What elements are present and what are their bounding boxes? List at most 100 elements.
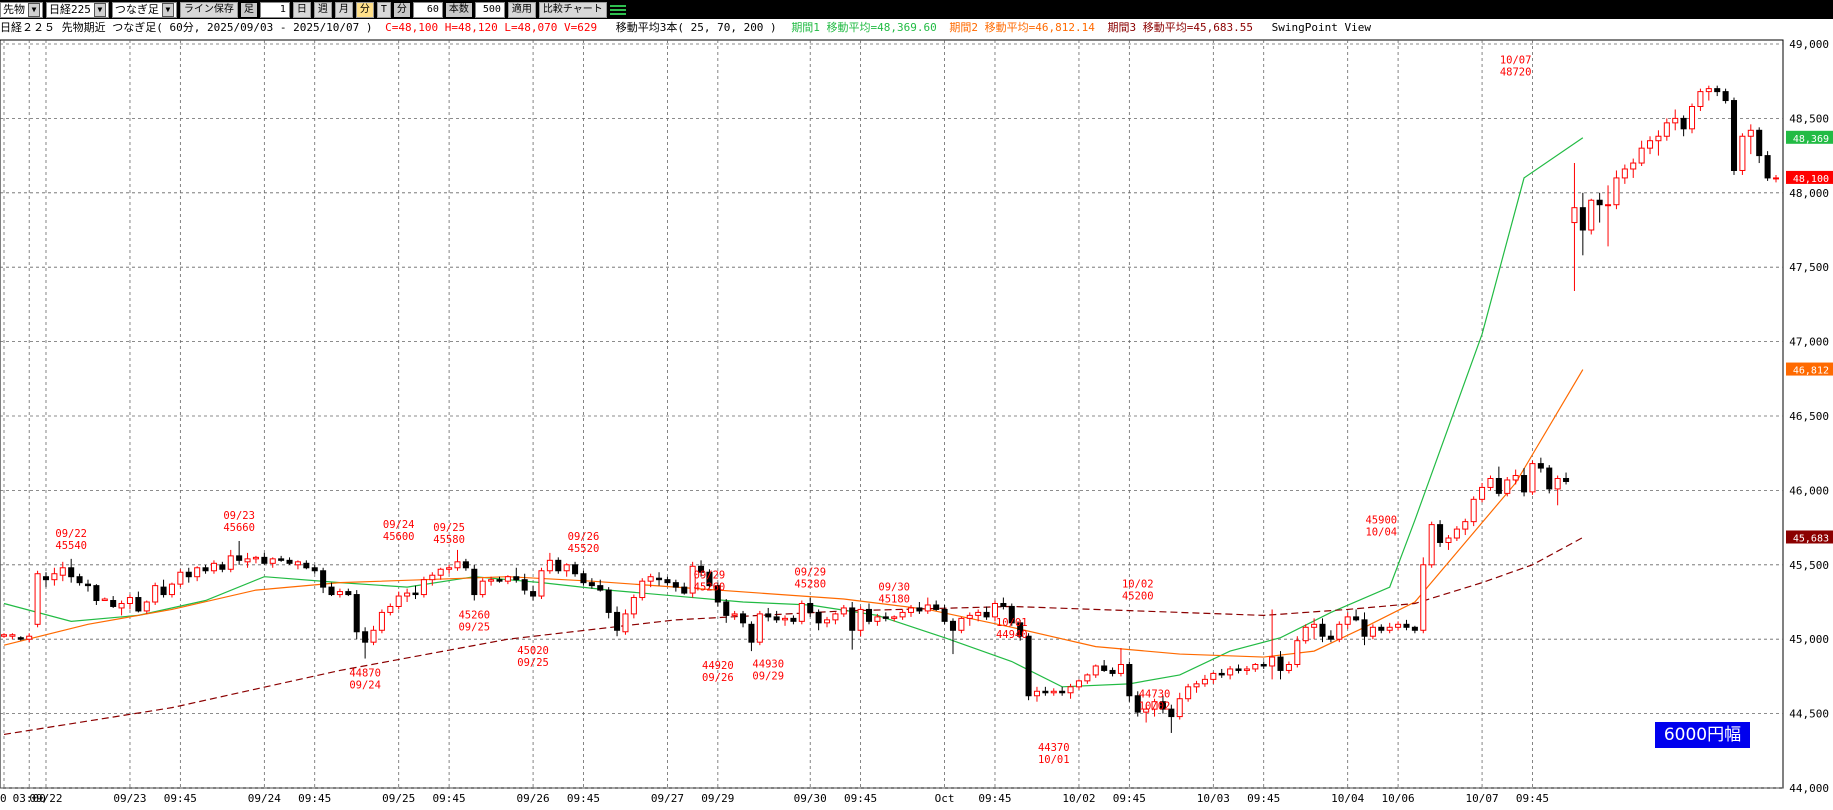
candle — [1588, 198, 1595, 235]
candle-body — [555, 559, 562, 572]
symbol-select[interactable]: 日経225 ▼ — [46, 1, 109, 18]
candle-body — [924, 604, 931, 612]
swing-date-label: 10/02 — [1122, 578, 1154, 590]
swing-point-labels: 09/224554009/23456604487009/2409/2445600… — [55, 55, 1531, 766]
market-select[interactable]: 先物 ▼ — [0, 1, 43, 18]
candle — [1302, 624, 1309, 644]
y-tick-label: 45,500 — [1789, 559, 1829, 572]
candle — [1756, 127, 1763, 164]
candle — [1546, 465, 1553, 494]
compare-chart-button[interactable]: 比較チャート — [538, 1, 607, 18]
price-marker — [1786, 530, 1833, 544]
candle-body — [714, 585, 721, 603]
candle — [488, 576, 495, 586]
candle-body — [1050, 690, 1057, 694]
candle — [34, 570, 41, 628]
x-tick-label: 03:00 — [13, 792, 46, 805]
candle-body — [1739, 135, 1746, 171]
x-tick-label: 09/23 — [113, 792, 146, 805]
candle — [1025, 633, 1032, 701]
candle — [1663, 118, 1670, 141]
candle — [152, 582, 159, 605]
candle — [622, 609, 629, 635]
symbol-select-value: 日経225 — [49, 2, 91, 16]
candle — [1201, 674, 1208, 687]
candle-body — [269, 558, 276, 564]
candle-body — [1210, 672, 1217, 680]
candle — [1143, 704, 1150, 723]
candle-body — [479, 580, 486, 596]
candle — [1252, 663, 1259, 672]
candle-body — [681, 586, 688, 594]
candle — [84, 579, 92, 592]
period-minute-button[interactable]: 分 — [355, 1, 374, 18]
candle — [740, 610, 747, 628]
candle-body — [1017, 622, 1024, 637]
x-tick-label: 0 — [0, 792, 7, 805]
candle-body — [1269, 656, 1276, 667]
candle — [160, 579, 167, 598]
chart-lines-icon[interactable] — [609, 3, 626, 17]
candle — [949, 618, 957, 655]
candle-body — [941, 608, 948, 622]
candle — [1067, 683, 1074, 699]
candle-body — [1605, 204, 1612, 207]
candle — [1638, 140, 1645, 167]
candle — [219, 561, 226, 573]
period-week-button[interactable]: 週 — [313, 1, 332, 18]
candle — [933, 600, 940, 611]
candle — [194, 566, 201, 582]
swing-date-label: 09/26 — [568, 531, 600, 543]
candle — [1428, 521, 1435, 568]
candle-body — [1529, 463, 1536, 493]
apply-button[interactable]: 適用 — [507, 1, 536, 18]
line-save-button[interactable]: ライン保存 — [179, 1, 238, 18]
candle-body — [521, 579, 528, 591]
candle-body — [1311, 623, 1318, 628]
candle — [1218, 668, 1225, 678]
candle — [1420, 557, 1427, 634]
candle-body — [1554, 477, 1561, 490]
x-tick-label: 09:45 — [1247, 792, 1280, 805]
bar-type-select[interactable]: つなぎ足 ▼ — [111, 1, 177, 18]
count-input[interactable]: 500 — [474, 1, 505, 18]
candle — [765, 607, 772, 622]
candle-body — [294, 561, 301, 566]
candle-body — [1479, 486, 1486, 500]
candle — [437, 567, 444, 580]
period-month-button[interactable]: 月 — [334, 1, 353, 18]
period-day-button[interactable]: 日 — [292, 1, 311, 18]
candle-body — [1168, 708, 1175, 718]
ashi-input[interactable]: 1 — [259, 1, 290, 18]
candle-body — [194, 567, 201, 578]
candle — [647, 573, 654, 588]
candle — [294, 560, 301, 570]
candle-body — [1672, 117, 1679, 124]
candle-body — [840, 607, 847, 615]
candle — [471, 564, 478, 601]
candle-body — [286, 559, 293, 564]
candle — [832, 612, 839, 625]
minutes-input[interactable]: 60 — [412, 1, 443, 18]
candle-body — [420, 579, 427, 596]
period-tick-button[interactable]: T — [376, 1, 391, 18]
swing-point-toggle[interactable]: SwingPoint View — [1271, 21, 1371, 34]
candle — [1075, 679, 1082, 690]
y-tick-label: 46,500 — [1789, 410, 1829, 423]
candle-body — [907, 607, 915, 613]
candle — [236, 540, 243, 565]
candle — [1512, 469, 1519, 485]
candle — [1243, 665, 1250, 675]
candle-body — [1277, 656, 1284, 671]
candle — [26, 633, 33, 643]
candle — [891, 615, 898, 622]
candle-body — [177, 571, 184, 585]
candle-body — [1764, 155, 1771, 179]
candle-body — [1042, 690, 1049, 694]
candle — [1730, 97, 1738, 175]
x-tick-label: 09:45 — [844, 792, 877, 805]
candle — [1000, 597, 1007, 610]
